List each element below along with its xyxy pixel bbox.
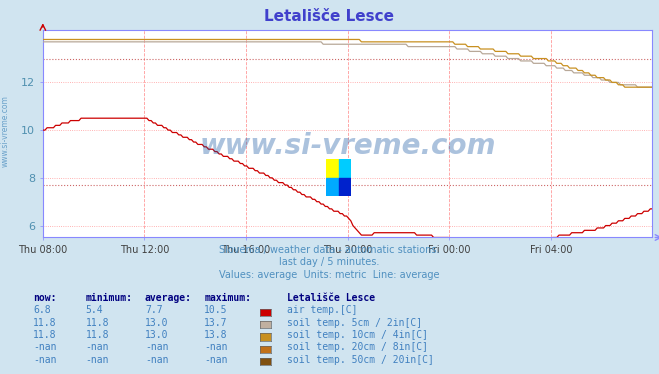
Text: www.si-vreme.com: www.si-vreme.com (200, 132, 496, 160)
Text: soil temp. 10cm / 4in[C]: soil temp. 10cm / 4in[C] (287, 330, 428, 340)
Text: Values: average  Units: metric  Line: average: Values: average Units: metric Line: aver… (219, 270, 440, 280)
Text: -nan: -nan (204, 343, 228, 352)
Text: air temp.[C]: air temp.[C] (287, 306, 357, 315)
Text: www.si-vreme.com: www.si-vreme.com (1, 95, 10, 167)
Text: -nan: -nan (86, 355, 109, 365)
Text: maximum:: maximum: (204, 293, 251, 303)
Text: soil temp. 20cm / 8in[C]: soil temp. 20cm / 8in[C] (287, 343, 428, 352)
Bar (339, 178, 351, 196)
Text: 11.8: 11.8 (86, 330, 109, 340)
Text: -nan: -nan (204, 355, 228, 365)
Text: 13.0: 13.0 (145, 330, 169, 340)
Text: 13.0: 13.0 (145, 318, 169, 328)
Text: 13.7: 13.7 (204, 318, 228, 328)
Text: last day / 5 minutes.: last day / 5 minutes. (279, 257, 380, 267)
Text: 11.8: 11.8 (86, 318, 109, 328)
Bar (339, 159, 351, 178)
Text: Slovenia / weather data - automatic stations.: Slovenia / weather data - automatic stat… (219, 245, 440, 255)
Text: 11.8: 11.8 (33, 318, 57, 328)
Text: -nan: -nan (33, 355, 57, 365)
Text: 7.7: 7.7 (145, 306, 163, 315)
Text: 13.8: 13.8 (204, 330, 228, 340)
Text: 10.5: 10.5 (204, 306, 228, 315)
Text: 5.4: 5.4 (86, 306, 103, 315)
Text: soil temp. 50cm / 20in[C]: soil temp. 50cm / 20in[C] (287, 355, 434, 365)
Bar (326, 159, 339, 178)
Text: -nan: -nan (145, 343, 169, 352)
Text: 11.8: 11.8 (33, 330, 57, 340)
Text: -nan: -nan (33, 343, 57, 352)
Text: minimum:: minimum: (86, 293, 132, 303)
Text: soil temp. 5cm / 2in[C]: soil temp. 5cm / 2in[C] (287, 318, 422, 328)
Text: Letališče Lesce: Letališče Lesce (264, 9, 395, 24)
Text: now:: now: (33, 293, 57, 303)
Text: average:: average: (145, 293, 192, 303)
Text: -nan: -nan (86, 343, 109, 352)
Text: Letališče Lesce: Letališče Lesce (287, 293, 375, 303)
Text: -nan: -nan (145, 355, 169, 365)
Text: 6.8: 6.8 (33, 306, 51, 315)
Bar (326, 178, 339, 196)
